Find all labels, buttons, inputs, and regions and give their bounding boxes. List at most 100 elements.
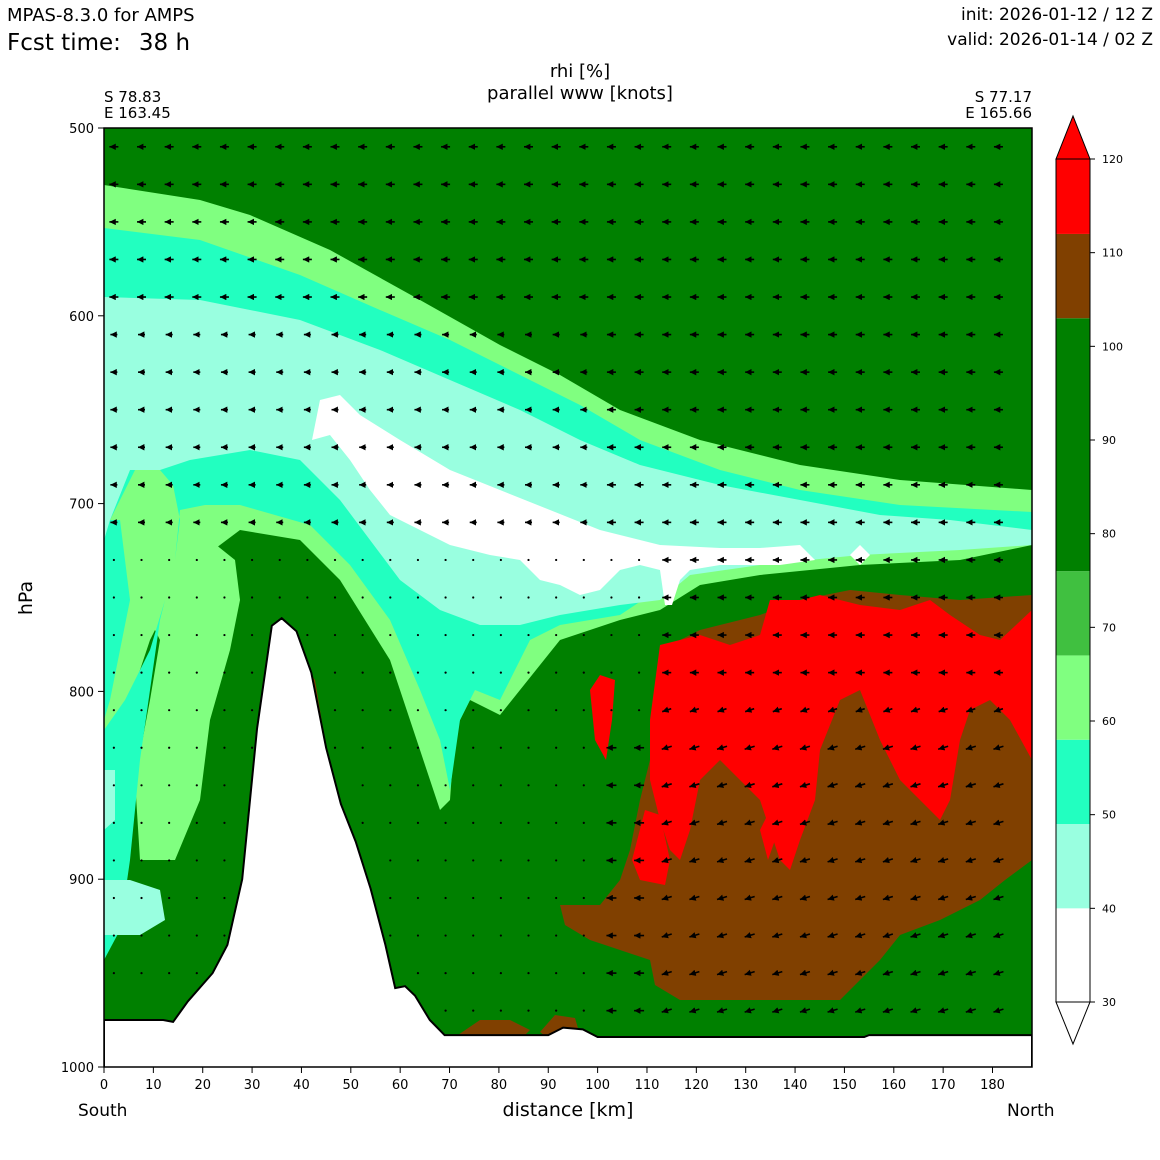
wind-arrow [938,706,948,713]
wind-arrow [527,972,530,975]
wind-arrow [555,1009,558,1012]
wind-arrow [250,633,254,637]
colorbar-swatch [1056,571,1090,656]
wind-arrow [195,972,198,975]
wind-arrow [527,896,530,900]
wind-arrow [965,819,977,826]
fcst-value: 38 h [138,30,191,56]
wind-arrow [910,932,921,939]
wind-arrow [716,857,728,864]
wind-arrow [582,859,585,862]
wind-arrow [527,596,530,599]
wind-arrow [112,972,115,975]
wind-arrow [910,781,921,789]
wind-arrow [472,596,475,599]
x-tick-label: 10 [145,1078,162,1093]
wind-arrow [882,1007,894,1014]
wind-arrow [689,1007,700,1014]
wind-arrow [772,857,783,864]
wind-arrow [582,633,585,637]
wind-arrow [250,558,254,562]
wind-arrow [416,934,420,937]
colorbar: 30 40 50 60 70 80 90 100 110 120 [1055,114,1123,1046]
wind-arrow [993,894,1004,901]
y-tick-label: 1000 [61,1061,94,1076]
wind-arrow [854,969,866,976]
wind-arrow [827,706,838,713]
wind-arrow [555,934,558,937]
wind-arrow [361,821,364,824]
wind-arrow [416,633,420,637]
wind-arrow [882,781,894,789]
wind-arrow [168,972,171,975]
wind-arrow [112,671,115,674]
wind-arrow [195,746,198,749]
x-tick-label: 40 [293,1078,310,1093]
colorbar-label: 50 [1102,809,1116,822]
colorbar-label: 100 [1102,340,1123,353]
y-tick-label: 500 [69,122,94,137]
wind-arrow [306,596,309,599]
wind-arrow [854,781,866,789]
wind-arrow [361,596,364,599]
wind-arrow [361,709,364,712]
wind-arrow [361,558,364,562]
wind-arrow [799,857,811,864]
wind-arrow [744,1007,755,1014]
wind-arrow [965,857,977,864]
wind-arrow [582,896,585,900]
wind-arrow [910,1007,921,1014]
wind-arrow [582,1009,585,1012]
wind-arrow [499,896,502,900]
wind-arrow [333,633,337,637]
x-tick-label: 50 [343,1078,360,1093]
wind-arrow [499,821,502,824]
wind-arrow [661,819,672,826]
wind-arrow [910,894,921,901]
wind-arrow [389,821,392,824]
wind-arrow [827,857,838,864]
wind-arrow [195,596,198,599]
wind-arrow [444,859,447,862]
wind-arrow [854,1007,866,1014]
wind-arrow [799,1007,811,1014]
wind-arrow [965,1007,977,1014]
wind-arrow [555,859,558,862]
wind-arrow [112,746,115,749]
wind-arrow [140,746,143,749]
wind-arrow [744,969,755,976]
wind-arrow [499,972,502,975]
wind-arrow [965,744,977,751]
wind-arrow [744,894,755,901]
rhi-band-over-110-left [590,675,775,885]
wind-arrow [444,746,447,749]
wind-arrow [306,633,309,637]
south-label: South [78,1101,128,1121]
wind-arrow [112,633,115,637]
wind-arrow [278,596,281,599]
wind-arrow [168,558,171,562]
wind-arrow [610,558,613,562]
wind-arrow [444,596,447,599]
wind-arrow [610,633,613,637]
wind-arrow [854,744,866,751]
wind-arrow [223,746,226,749]
wind-arrow [582,972,585,975]
wind-arrow [416,671,420,674]
wind-arrow [444,709,447,712]
wind-arrow [195,671,198,674]
wind-arrow [827,1007,838,1014]
wind-arrow [937,932,949,939]
colorbar-label: 120 [1102,153,1123,166]
wind-arrow [965,894,977,901]
wind-arrow [389,558,392,562]
wind-arrow [140,896,143,900]
chart-title: rhi [%] [549,61,611,82]
wind-arrow [112,558,115,562]
colorbar-swatch [1056,233,1090,319]
wind-arrow [827,819,838,826]
wind-arrow [472,633,475,637]
wind-arrow [472,934,475,937]
x-tick-label: 30 [244,1078,261,1093]
wind-arrow [472,821,475,824]
